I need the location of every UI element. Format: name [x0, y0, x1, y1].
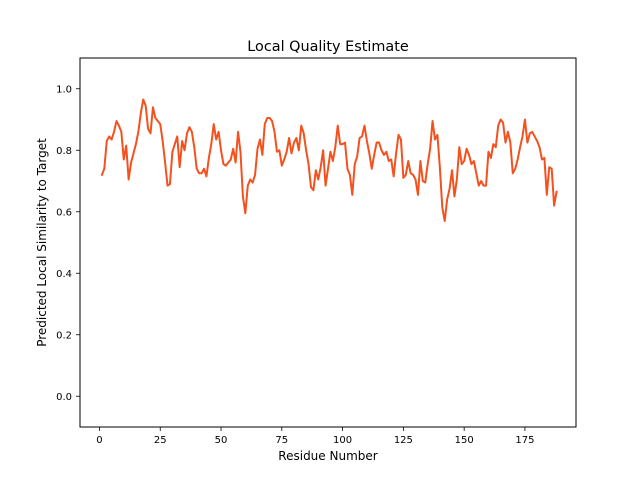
axis-ticks: 0 25 50 75 100 125 150 175 0.0 0.2 0.4 0.6 0.8 1.0 [56, 84, 534, 446]
x-tick-label: 75 [275, 435, 288, 446]
x-tick-label: 100 [333, 435, 352, 446]
x-tick-label: 0 [96, 435, 102, 446]
x-tick-label: 175 [515, 435, 534, 446]
y-tick-label: 0.4 [56, 269, 72, 280]
x-tick-label: 50 [215, 435, 228, 446]
chart-title: Local Quality Estimate [247, 39, 409, 55]
y-tick-label: 0.8 [56, 146, 72, 157]
series-line [100, 98, 558, 222]
plot-area [80, 58, 576, 427]
plot-frame [79, 57, 577, 428]
x-tick-label: 150 [455, 435, 474, 446]
y-tick-label: 1.0 [56, 84, 72, 95]
x-tick-label: 25 [154, 435, 167, 446]
x-axis-label: Residue Number [278, 449, 377, 463]
y-tick-label: 0.6 [56, 207, 72, 218]
x-tick-label: 125 [394, 435, 413, 446]
y-tick-label: 0.2 [56, 330, 72, 341]
y-tick-label: 0.0 [56, 392, 72, 403]
y-axis-label: Predicted Local Similarity to Target [35, 138, 49, 347]
series-layer [100, 98, 558, 222]
